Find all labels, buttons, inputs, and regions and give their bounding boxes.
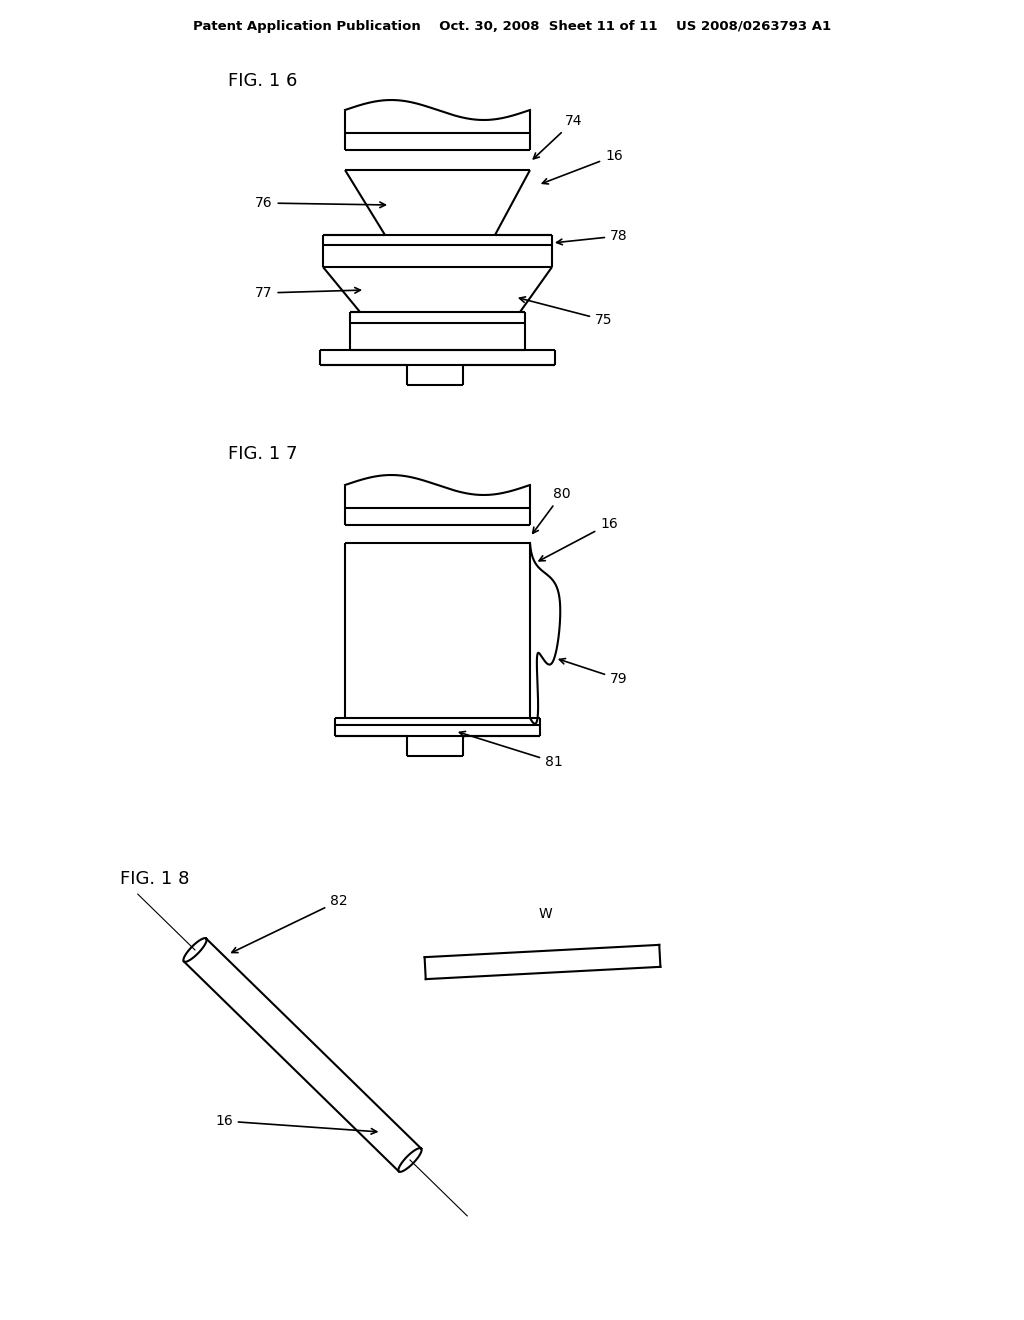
Text: 16: 16 bbox=[215, 1114, 377, 1134]
Text: 78: 78 bbox=[557, 228, 628, 244]
Text: 74: 74 bbox=[534, 114, 583, 158]
Text: 75: 75 bbox=[519, 297, 612, 327]
Text: 76: 76 bbox=[255, 195, 385, 210]
Text: 16: 16 bbox=[539, 517, 617, 561]
Text: 79: 79 bbox=[559, 659, 628, 686]
Text: 77: 77 bbox=[255, 286, 360, 300]
Text: 81: 81 bbox=[460, 731, 563, 770]
Text: 80: 80 bbox=[532, 487, 570, 533]
Text: 82: 82 bbox=[231, 894, 347, 953]
Text: FIG. 1 8: FIG. 1 8 bbox=[120, 870, 189, 888]
Text: W: W bbox=[539, 907, 552, 921]
Text: 16: 16 bbox=[543, 149, 623, 183]
Text: FIG. 1 6: FIG. 1 6 bbox=[228, 73, 297, 90]
Text: FIG. 1 7: FIG. 1 7 bbox=[228, 445, 298, 463]
Text: Patent Application Publication    Oct. 30, 2008  Sheet 11 of 11    US 2008/02637: Patent Application Publication Oct. 30, … bbox=[193, 20, 831, 33]
